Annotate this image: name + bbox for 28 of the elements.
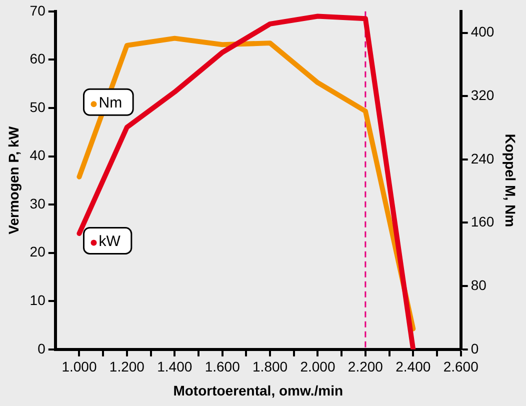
y-axis-title: Vermogen P, kW bbox=[5, 126, 22, 234]
y2-tick-label: 400 bbox=[470, 24, 494, 40]
y-tick-label: 20 bbox=[30, 244, 46, 260]
y-tick-label: 60 bbox=[30, 50, 46, 67]
x-tick-label: 2.600 bbox=[443, 358, 479, 375]
y-tick-label: 30 bbox=[30, 195, 46, 212]
y2-tick-label: 240 bbox=[470, 150, 494, 166]
y2-axis-title: Koppel M, Nm bbox=[502, 134, 519, 228]
y-tick-label: 40 bbox=[30, 147, 46, 164]
x-tick-label: 1.400 bbox=[157, 358, 192, 375]
y2-tick-label: 160 bbox=[470, 214, 494, 230]
x-tick-label: 2.400 bbox=[396, 358, 431, 375]
legend-label: kW bbox=[98, 232, 122, 250]
y-tick-label: 50 bbox=[30, 98, 46, 115]
x-tick-label: 1.000 bbox=[62, 358, 97, 375]
y-tick-label: 0 bbox=[38, 340, 46, 356]
x-tick-label: 1.800 bbox=[252, 358, 288, 375]
x-tick-label: 2.000 bbox=[300, 358, 336, 375]
y2-tick-label: 80 bbox=[470, 276, 487, 293]
y2-tick-label: 0 bbox=[470, 340, 479, 356]
x-tick-label: 2.200 bbox=[348, 358, 384, 375]
x-axis-title: Motortoerental, omw./min bbox=[173, 382, 344, 398]
y2-tick-label: 320 bbox=[470, 86, 494, 103]
legend-label: Nm bbox=[98, 94, 122, 112]
y-tick-label: 70 bbox=[30, 2, 46, 18]
x-tick-label: 1.200 bbox=[109, 358, 145, 375]
y-tick-label: 10 bbox=[30, 292, 46, 308]
x-tick-label: 1.600 bbox=[204, 358, 240, 375]
